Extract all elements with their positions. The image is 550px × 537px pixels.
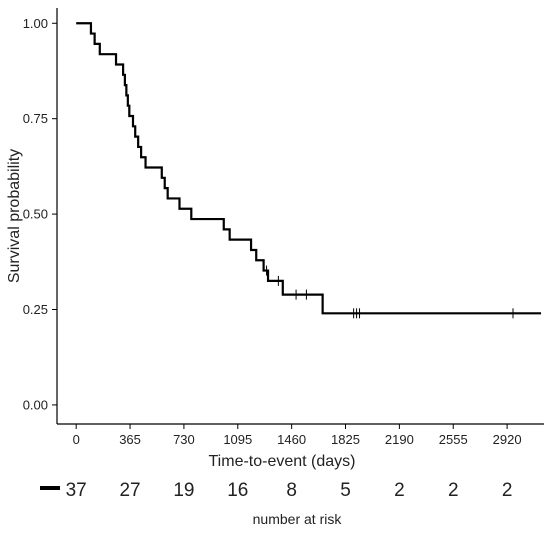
x-tick-label: 0 [73,432,80,447]
axes [56,8,544,425]
risk-count: 16 [227,480,248,501]
x-tick-label: 365 [119,432,141,447]
x-tick-label: 2555 [439,432,468,447]
x-tick-label: 1825 [331,432,360,447]
risk-count: 19 [173,480,194,501]
risk-table-counts: 37 27 19 16 8 5 2 2 2 [66,480,513,501]
x-ticks: 0 365 730 1095 1460 1825 2190 2555 2920 [73,424,522,447]
risk-count: 27 [119,480,140,501]
survival-curve [76,22,542,315]
x-tick-label: 2190 [385,432,414,447]
y-axis-title: Survival probability [6,149,23,283]
risk-count: 2 [394,480,405,501]
y-ticks: 0.00 0.25 0.50 0.75 1.00 [23,16,57,412]
series-layer [76,22,542,319]
risk-count: 5 [340,480,351,501]
y-tick-label: 0.75 [23,111,48,126]
risk-table-title: number at risk [253,511,343,527]
x-tick-label: 730 [173,432,195,447]
risk-count: 2 [502,480,513,501]
y-tick-label: 1.00 [23,16,48,31]
x-tick-label: 1095 [223,432,252,447]
x-tick-label: 1460 [277,432,306,447]
x-tick-label: 2920 [493,432,522,447]
risk-count: 2 [448,480,459,501]
risk-count: 37 [66,480,87,501]
x-axis-title: Time-to-event (days) [209,453,356,470]
y-tick-label: 0.50 [23,207,48,222]
y-tick-label: 0.00 [23,397,48,412]
y-tick-label: 0.25 [23,302,48,317]
risk-count: 8 [286,480,297,501]
